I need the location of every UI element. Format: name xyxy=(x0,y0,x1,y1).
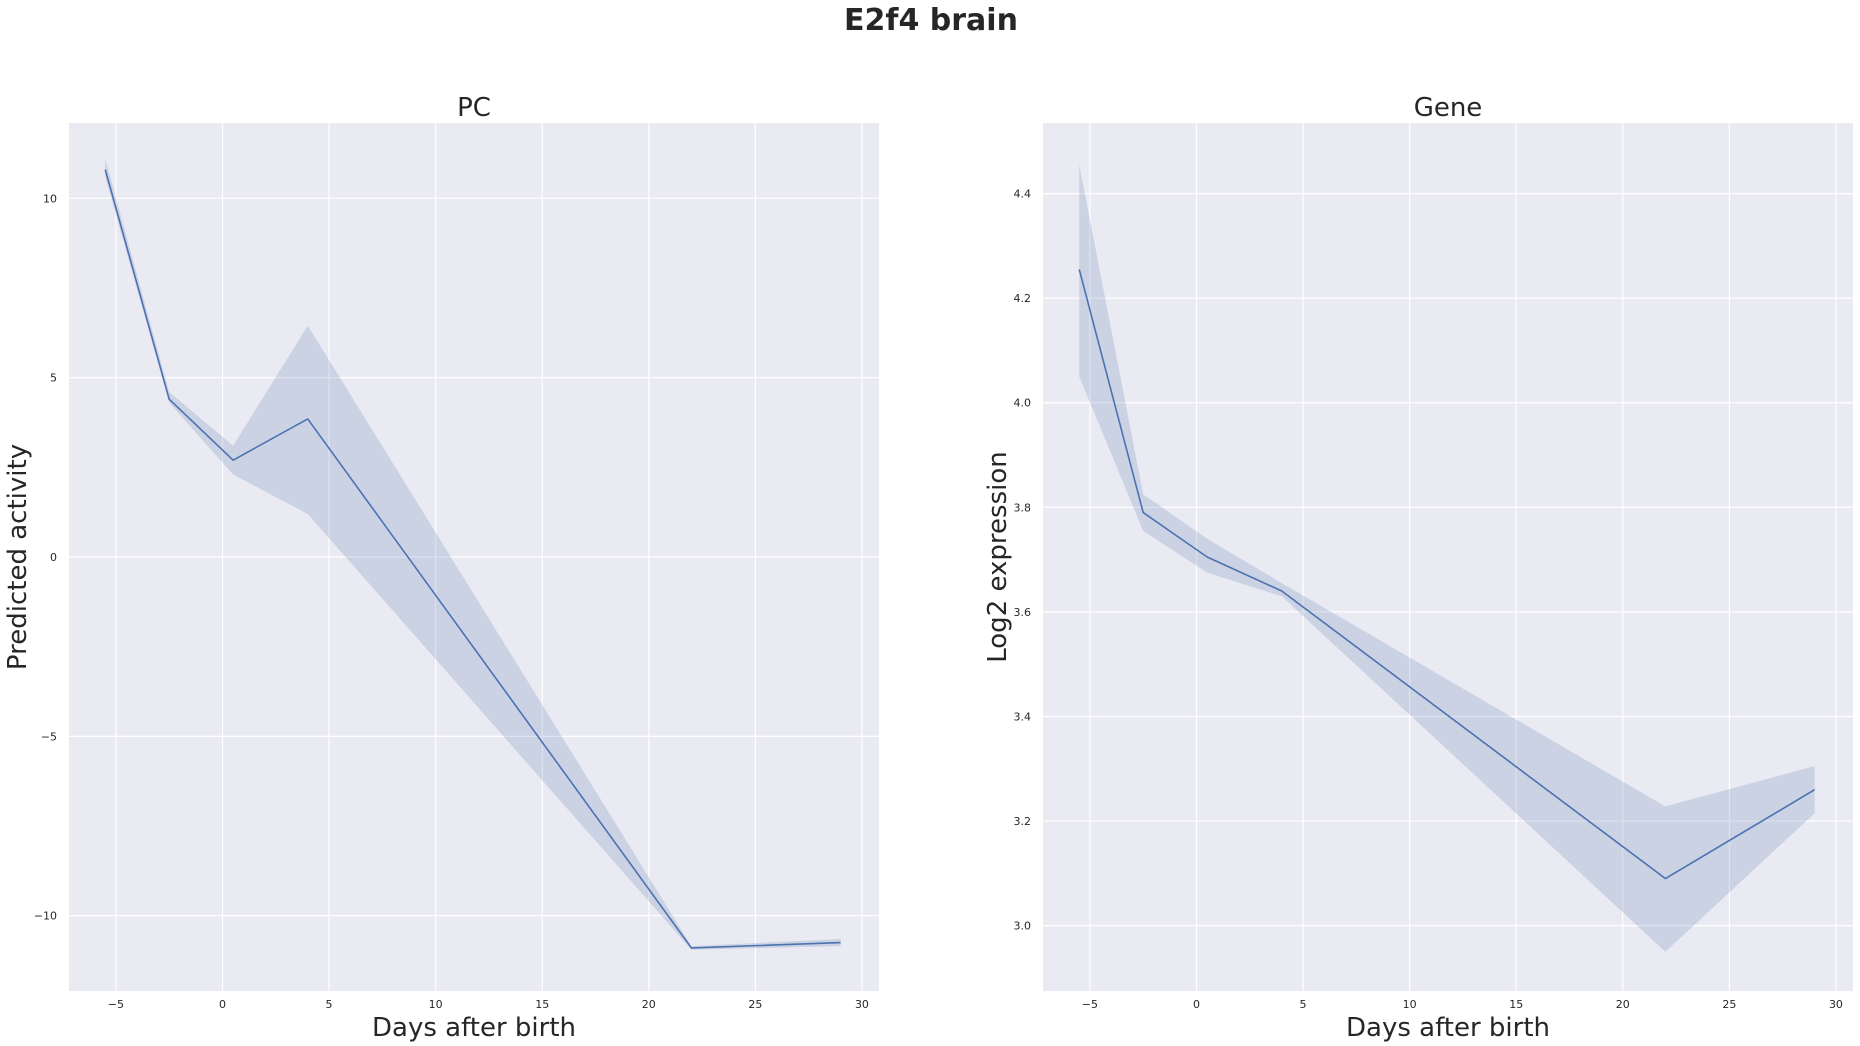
chart-1-y-tick-label: 3.6 xyxy=(1014,606,1032,619)
chart-1-y-tick-label: 4.0 xyxy=(1014,397,1032,410)
chart-1-series-line xyxy=(1078,269,1816,880)
chart-1-y-axis-label: Log2 expression xyxy=(983,451,1013,663)
chart-0-x-tick-label: 5 xyxy=(326,998,333,1011)
chart-1-ci-band xyxy=(1079,164,1815,952)
chart-1-y-tick-label: 3.0 xyxy=(1014,920,1032,933)
chart-0-x-tick-label: 0 xyxy=(219,998,226,1011)
chart-1-x-tick-label: 5 xyxy=(1300,998,1307,1011)
chart-0-x-tick-label: 20 xyxy=(642,998,656,1011)
chart-0-series-line xyxy=(104,169,841,949)
chart-0-y-tick-label: −5 xyxy=(41,730,57,743)
chart-0-x-tick-label: −5 xyxy=(108,998,124,1011)
chart-0-x-tick-label: 30 xyxy=(855,998,869,1011)
chart-1-x-tick-label: −5 xyxy=(1082,998,1098,1011)
chart-1-x-tick-label: 30 xyxy=(1829,998,1843,1011)
chart-1-x-tick-label: 10 xyxy=(1403,998,1417,1011)
chart-1-x-axis-label: Days after birth xyxy=(1346,1013,1550,1043)
chart-1-y-tick-label: 3.2 xyxy=(1014,815,1032,828)
chart-1-y-tick-label: 4.4 xyxy=(1014,188,1032,201)
figure-title: E2f4 brain xyxy=(844,3,1018,38)
chart-0-y-tick-label: 5 xyxy=(50,372,57,385)
chart-1-y-tick-label: 3.8 xyxy=(1014,501,1032,514)
chart-1-x-tick-label: 0 xyxy=(1193,998,1200,1011)
chart-0-y-tick-label: 10 xyxy=(43,192,57,205)
chart-1-y-tick-label: 3.4 xyxy=(1014,710,1032,723)
chart-0-x-tick-label: 15 xyxy=(535,998,549,1011)
chart-1-x-tick-label: 15 xyxy=(1509,998,1523,1011)
pc-chart: −5 0 5 10 15 20 25 30 −10 −5 0 5 10 PC Days after birt… xyxy=(3,93,879,1043)
chart-0-y-tick-label: −10 xyxy=(34,910,57,923)
chart-1-x-tick-label: 25 xyxy=(1722,998,1736,1011)
chart-0-title: PC xyxy=(457,93,491,123)
chart-0-x-tick-label: 25 xyxy=(748,998,762,1011)
chart-1-x-tick-label: 20 xyxy=(1616,998,1630,1011)
chart-0-x-tick-label: 10 xyxy=(429,998,443,1011)
chart-0-ci-band xyxy=(105,158,841,950)
gene-chart: −5 0 5 10 15 20 25 30 3.0 3.2 3.4 3.6 3.8 4.0 4.2 4.4 Ge… xyxy=(983,93,1853,1043)
chart-0-x-axis-label: Days after birth xyxy=(372,1013,576,1043)
chart-1-y-tick-label: 4.2 xyxy=(1014,292,1032,305)
chart-0-y-axis-label: Predicted activity xyxy=(3,444,33,670)
chart-0-y-tick-label: 0 xyxy=(50,551,57,564)
chart-1-title: Gene xyxy=(1414,93,1483,123)
